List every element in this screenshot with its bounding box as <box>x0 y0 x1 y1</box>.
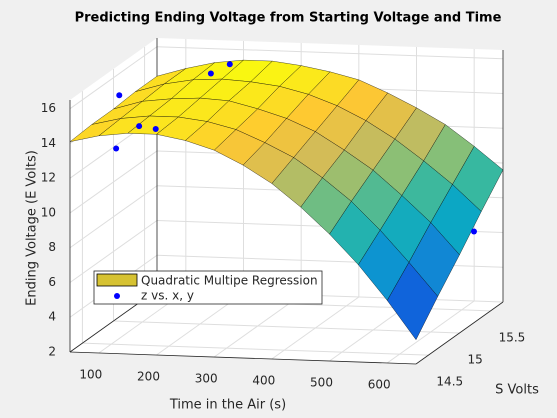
grid-line <box>113 320 460 334</box>
x-tick-label: 400 <box>252 374 275 388</box>
grid-line <box>69 46 158 110</box>
z-tick-label: 8 <box>48 240 56 254</box>
scatter-point <box>226 61 233 68</box>
scatter-point <box>116 92 123 99</box>
scatter-point <box>113 145 120 152</box>
z-tick-label: 2 <box>48 345 56 359</box>
x-axis-label: Time in the Air (s) <box>169 398 286 413</box>
scatter-point <box>136 123 143 130</box>
grid-line <box>69 185 158 249</box>
y-axis-label: S Volts <box>495 383 539 398</box>
grid-line <box>69 150 158 214</box>
y-tick-label: 15.5 <box>499 330 526 344</box>
grid-line <box>82 342 429 356</box>
z-tick-label: 4 <box>48 310 56 324</box>
x-tick-label: 100 <box>79 368 102 382</box>
z-tick-label: 6 <box>48 275 56 289</box>
x-tick-label: 600 <box>368 378 391 392</box>
z-tick-label: 12 <box>41 171 56 185</box>
scatter-point <box>470 228 477 235</box>
legend-swatch <box>96 273 138 287</box>
z-axis-label: Ending Voltage (E Volts) <box>25 150 40 306</box>
z-tick-label: 14 <box>41 136 56 150</box>
axis-line <box>69 351 417 365</box>
legend-box <box>93 270 323 305</box>
z-tick-label: 16 <box>41 101 56 115</box>
x-tick-label: 500 <box>310 376 333 390</box>
surface-patch <box>69 118 121 142</box>
legend-label: Quadratic Multipe Regression <box>141 274 318 288</box>
scatter <box>113 61 477 235</box>
z-tick-label: 10 <box>41 205 56 219</box>
x-tick-label: 300 <box>195 372 218 386</box>
surface <box>69 59 504 341</box>
y-tick-label: 15 <box>468 353 483 367</box>
chart-title: Predicting Ending Voltage from Starting … <box>75 11 502 26</box>
legend-marker <box>114 293 120 299</box>
grid-line <box>156 46 504 60</box>
legend-label: z vs. x, y <box>141 289 194 303</box>
axis-line <box>415 301 504 365</box>
scatter-point <box>207 70 214 77</box>
scatter-point <box>152 125 159 132</box>
x-tick-label: 200 <box>137 370 160 384</box>
grid-line <box>69 220 158 283</box>
y-tick-label: 14.5 <box>436 375 463 389</box>
